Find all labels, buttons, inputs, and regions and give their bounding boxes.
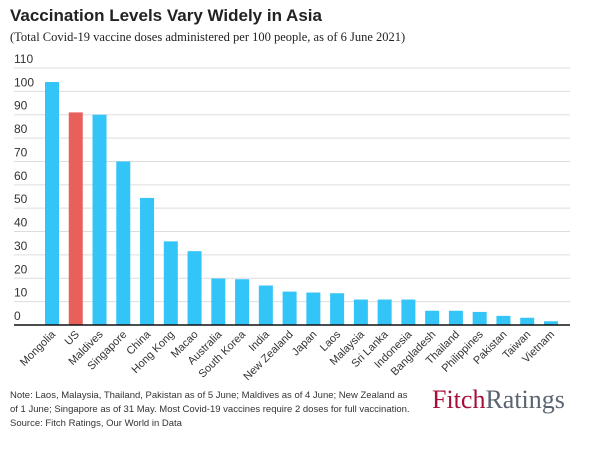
y-tick-label: 90 (14, 99, 28, 113)
y-tick-label: 0 (14, 309, 21, 323)
logo-part1: Fitch (432, 385, 486, 414)
bar-new-zealand (282, 291, 297, 325)
y-tick-label: 100 (14, 75, 34, 89)
bar-india (258, 285, 273, 325)
logo-part2: Ratings (485, 385, 565, 414)
fitch-ratings-logo: FitchRatings (432, 385, 565, 415)
y-tick-label: 20 (14, 262, 28, 276)
bar-japan (306, 292, 321, 325)
bar-hong-kong (163, 241, 178, 325)
bar-us (68, 112, 83, 326)
source-text: Source: Fitch Ratings, Our World in Data (10, 418, 182, 429)
bar-indonesia (401, 299, 416, 325)
bar-macao (187, 251, 202, 325)
y-tick-label: 70 (14, 145, 28, 159)
x-tick-label: Mongolia (18, 328, 59, 369)
bar-maldives (92, 114, 107, 326)
x-tick-label: Japan (290, 329, 320, 359)
bar-sri-lanka (377, 299, 392, 325)
x-tick-label: US (63, 329, 82, 348)
bar-china (140, 197, 155, 325)
bar-taiwan (520, 317, 535, 325)
y-tick-label: 110 (14, 52, 33, 66)
y-tick-label: 40 (14, 216, 28, 230)
footnote: Note: Laos, Malaysia, Thailand, Pakistan… (10, 389, 410, 431)
note-text: Note: Laos, Malaysia, Thailand, Pakistan… (10, 390, 410, 415)
bar-thailand (448, 310, 463, 325)
bar-laos (330, 293, 345, 325)
y-tick-label: 30 (14, 239, 28, 253)
bar-australia (211, 278, 226, 325)
y-tick-label: 80 (14, 122, 28, 136)
bar-mongolia (45, 82, 59, 325)
bar-vietnam (543, 321, 558, 325)
bar-bangladesh (425, 310, 440, 325)
y-tick-label: 50 (14, 192, 28, 206)
y-tick-label: 10 (14, 286, 28, 300)
bar-south-korea (235, 279, 250, 325)
chart-subtitle: (Total Covid-19 vaccine doses administer… (10, 30, 406, 44)
bar-pakistan (496, 315, 511, 325)
chart-title: Vaccination Levels Vary Widely in Asia (10, 6, 322, 25)
y-tick-label: 60 (14, 169, 28, 183)
bar-singapore (116, 161, 131, 325)
bar-malaysia (353, 299, 368, 325)
bar-philippines (472, 311, 487, 325)
